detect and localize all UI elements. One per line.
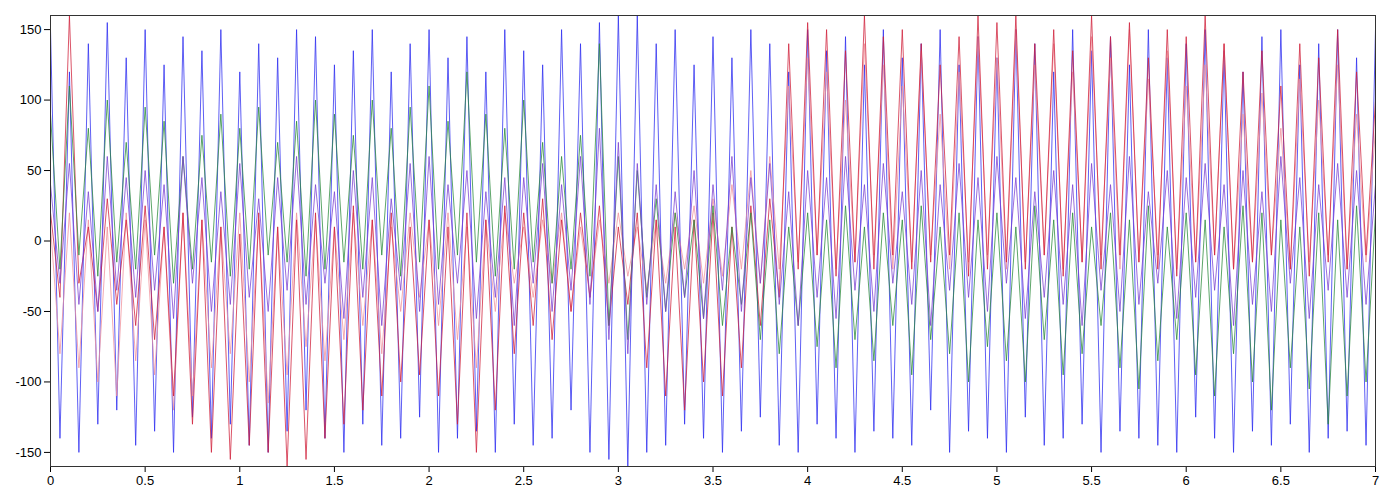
svg-text:4.5: 4.5 (893, 473, 911, 488)
svg-text:5.5: 5.5 (1083, 473, 1101, 488)
svg-text:150: 150 (20, 22, 42, 37)
svg-text:6: 6 (1183, 473, 1190, 488)
svg-text:7: 7 (1372, 473, 1379, 488)
svg-text:5: 5 (993, 473, 1000, 488)
svg-text:3: 3 (615, 473, 622, 488)
svg-text:2: 2 (425, 473, 432, 488)
svg-text:-150: -150 (15, 445, 41, 460)
svg-text:3.5: 3.5 (704, 473, 722, 488)
svg-text:4: 4 (804, 473, 811, 488)
svg-text:1.5: 1.5 (325, 473, 343, 488)
svg-text:-100: -100 (15, 374, 41, 389)
svg-text:50: 50 (27, 163, 41, 178)
svg-text:6.5: 6.5 (1272, 473, 1290, 488)
svg-text:0: 0 (34, 233, 41, 248)
svg-text:0.5: 0.5 (136, 473, 154, 488)
svg-text:100: 100 (20, 92, 42, 107)
svg-text:-50: -50 (23, 304, 42, 319)
svg-text:0: 0 (47, 473, 54, 488)
svg-text:1: 1 (236, 473, 243, 488)
svg-text:2.5: 2.5 (515, 473, 533, 488)
